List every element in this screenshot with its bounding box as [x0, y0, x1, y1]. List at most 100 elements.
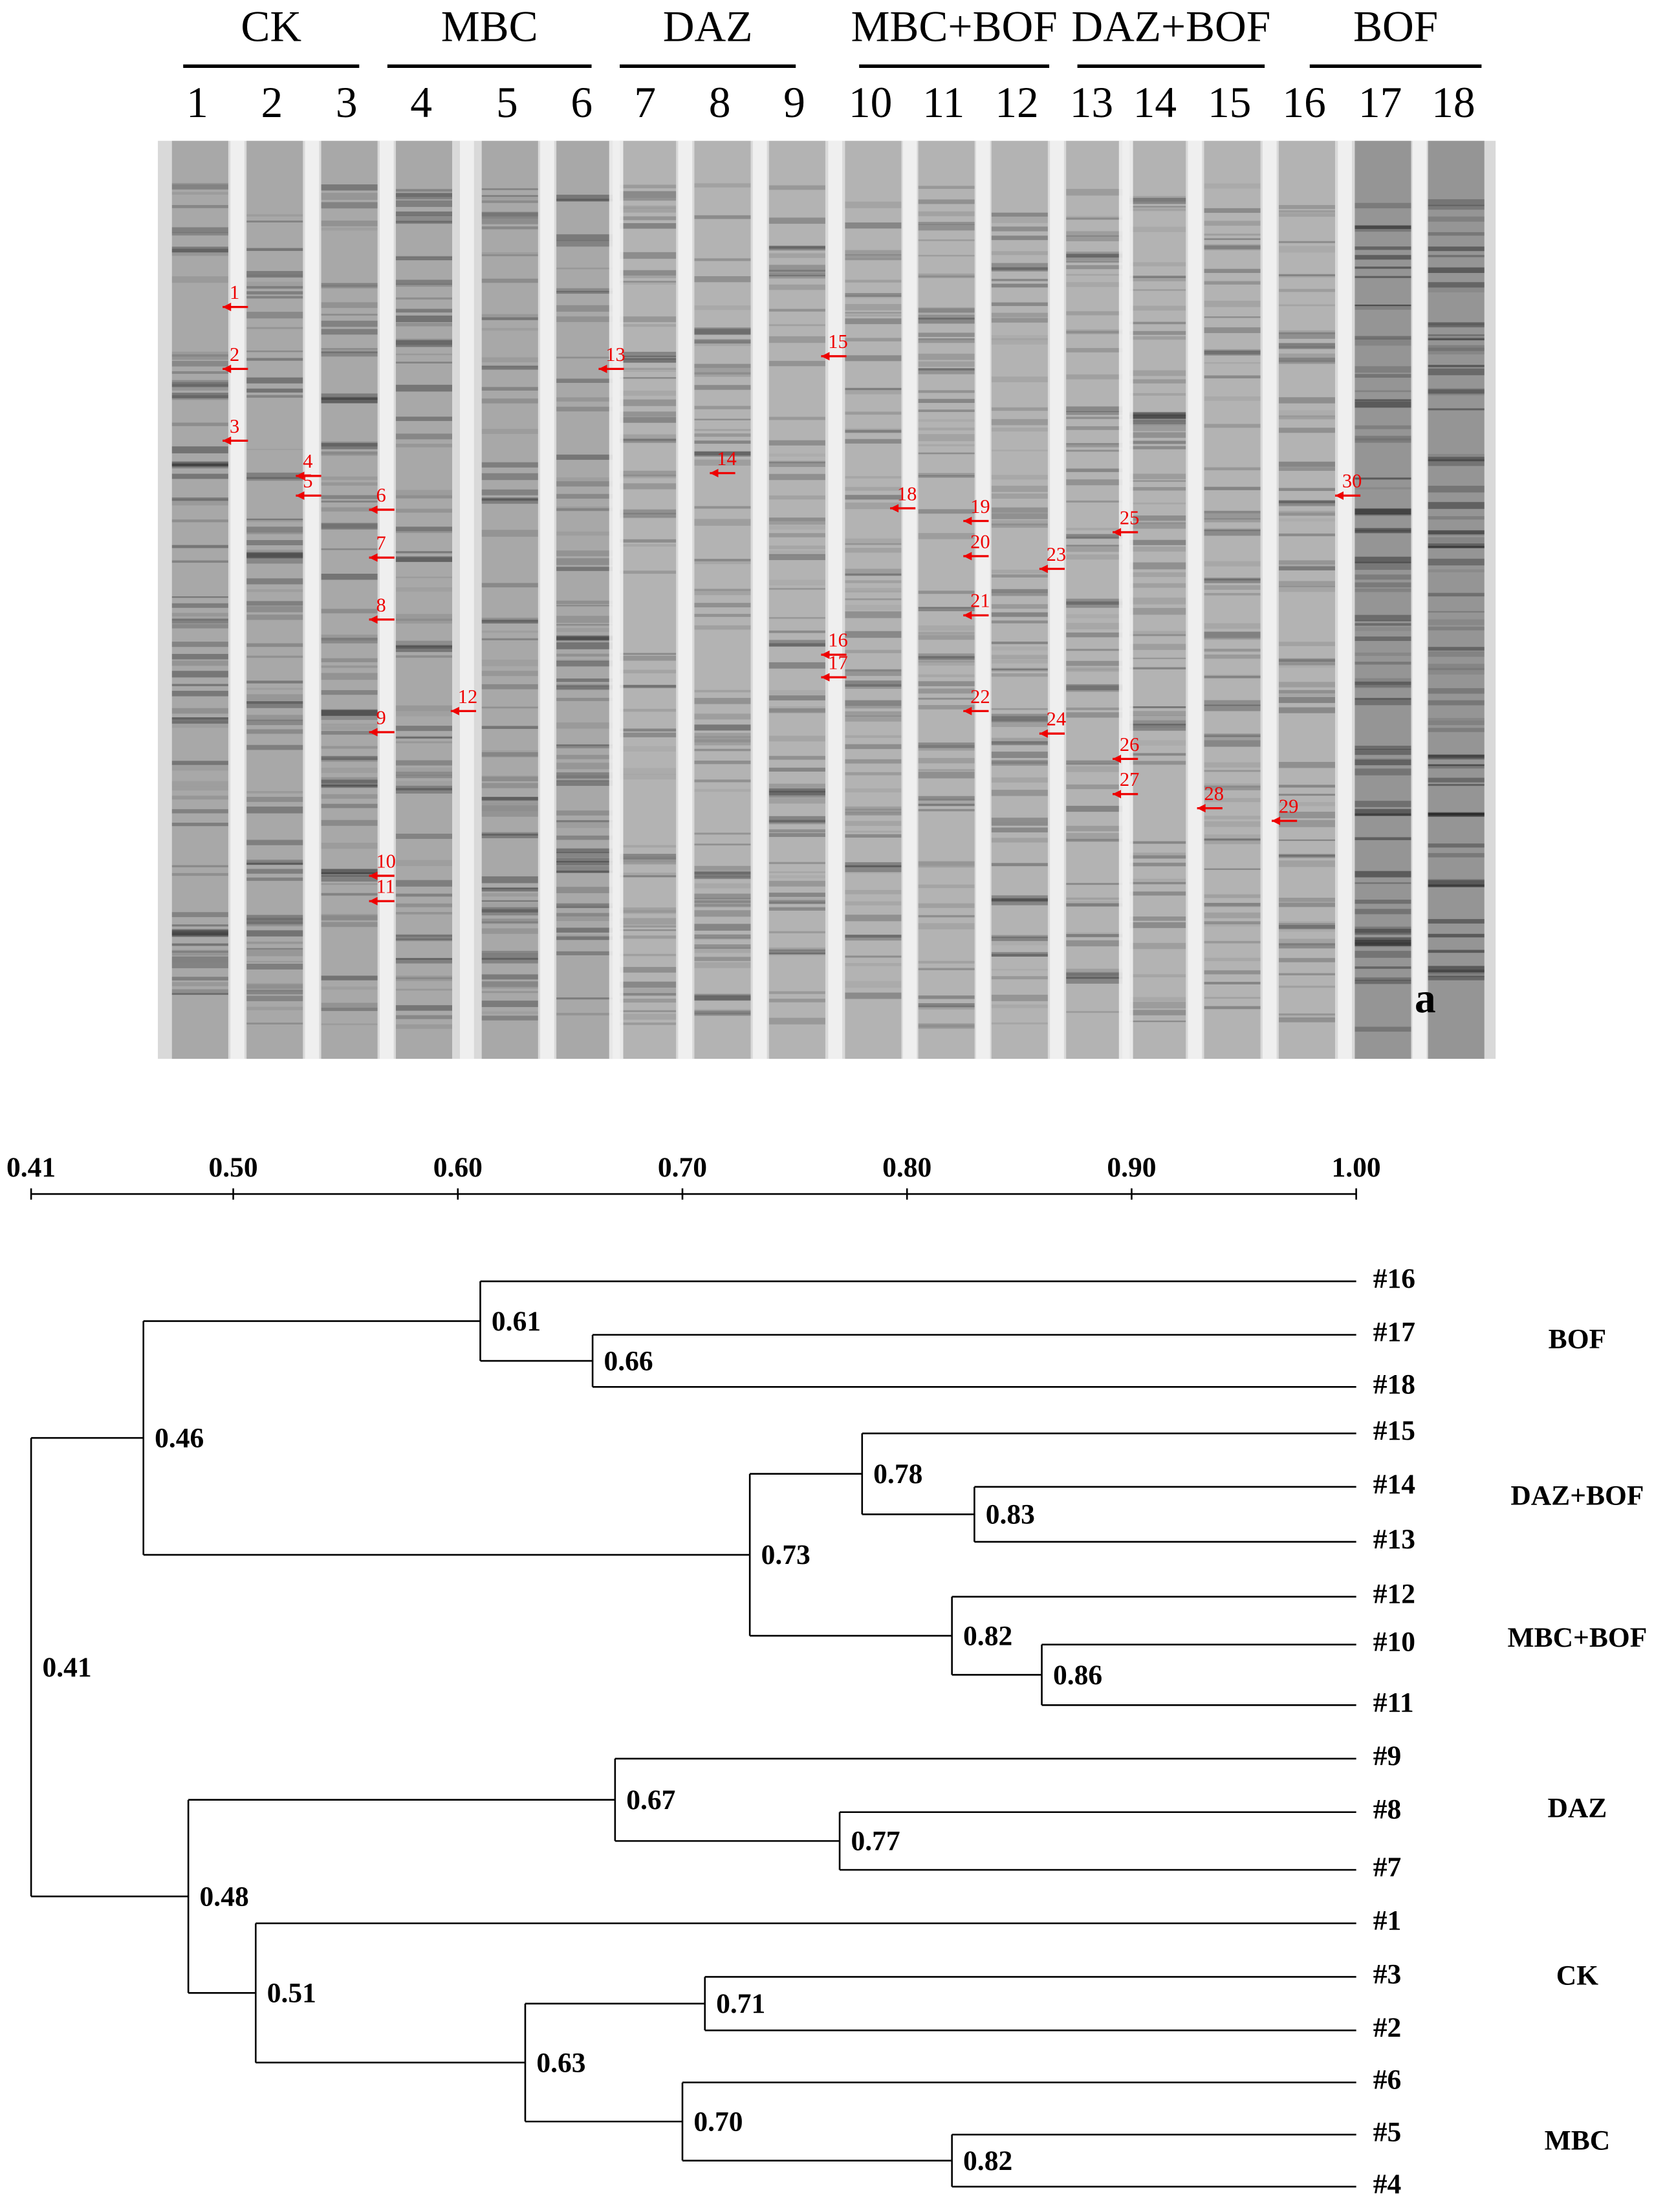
band: [1129, 997, 1186, 1001]
band: [556, 997, 613, 1000]
band: [991, 513, 1048, 519]
band: [1129, 916, 1186, 921]
band: [918, 314, 975, 320]
band: [1066, 444, 1123, 448]
band: [768, 274, 825, 279]
band: [1278, 360, 1335, 362]
band: [694, 363, 751, 368]
band: [395, 215, 453, 223]
band: [918, 923, 975, 929]
band: [395, 495, 453, 499]
band: [1278, 707, 1335, 713]
band: [171, 956, 228, 963]
band: [1278, 689, 1335, 694]
leaf-label: #15: [1373, 1415, 1415, 1446]
node-label: 0.61: [492, 1306, 541, 1337]
band: [171, 204, 228, 208]
band: [1428, 347, 1485, 354]
band: [556, 678, 613, 682]
band: [321, 451, 378, 456]
band: [620, 281, 677, 283]
band: [694, 934, 751, 939]
marker-arrowhead: [1334, 491, 1344, 500]
band: [620, 669, 677, 674]
band: [768, 900, 825, 902]
band: [845, 295, 902, 298]
band: [481, 226, 538, 230]
band: [768, 246, 825, 249]
band: [768, 871, 825, 873]
band: [395, 775, 453, 779]
band: [321, 1023, 378, 1025]
band: [395, 309, 453, 313]
band: [395, 508, 453, 513]
band: [1066, 534, 1123, 539]
band: [556, 936, 613, 940]
band: [768, 706, 825, 712]
band: [1066, 805, 1123, 812]
band: [620, 875, 677, 878]
band: [395, 975, 453, 981]
band: [481, 775, 538, 781]
band: [1204, 631, 1261, 639]
band: [481, 618, 538, 622]
band: [395, 772, 453, 776]
band: [918, 1023, 975, 1029]
band: [992, 938, 1048, 945]
band: [395, 384, 453, 392]
band: [321, 842, 378, 849]
band: [1355, 662, 1411, 665]
band: [556, 600, 613, 604]
band: [991, 673, 1048, 677]
node-label: 0.82: [963, 1620, 1012, 1651]
marker-label: 11: [376, 876, 395, 898]
band: [1428, 457, 1485, 462]
band: [481, 497, 538, 504]
band: [845, 631, 902, 638]
lane: [768, 140, 825, 1059]
band: [620, 1014, 677, 1020]
group-label: CK: [1556, 1960, 1598, 1991]
band: [1278, 958, 1335, 962]
band: [395, 284, 453, 287]
band: [1066, 763, 1123, 765]
band: [481, 671, 538, 677]
lane: [620, 140, 677, 1059]
band: [1428, 388, 1485, 394]
band: [620, 845, 677, 848]
band: [171, 929, 228, 936]
lane-number: 4: [410, 78, 432, 127]
band: [1428, 647, 1485, 651]
band: [991, 604, 1048, 609]
band: [620, 909, 677, 915]
band: [991, 655, 1048, 660]
band: [1204, 921, 1261, 924]
band: [1278, 274, 1335, 276]
band: [321, 893, 378, 896]
band: [918, 211, 975, 217]
band: [1129, 414, 1186, 417]
band: [845, 711, 902, 717]
marker-arrowhead: [1113, 790, 1122, 799]
band: [694, 1012, 751, 1016]
band: [1355, 399, 1411, 402]
band: [918, 309, 975, 314]
band: [991, 951, 1048, 957]
band: [395, 433, 453, 440]
band: [171, 671, 228, 678]
band: [845, 429, 902, 433]
band: [1428, 216, 1485, 222]
band: [768, 832, 825, 838]
band: [481, 620, 538, 624]
band: [1129, 942, 1186, 949]
band: [694, 900, 751, 907]
band: [481, 921, 538, 924]
lane-number: 5: [496, 78, 518, 127]
band: [1066, 528, 1123, 530]
band: [395, 640, 453, 647]
node-label: 0.46: [155, 1423, 204, 1454]
band: [768, 284, 825, 290]
band: [321, 283, 378, 287]
band: [481, 750, 538, 757]
band: [481, 909, 538, 916]
